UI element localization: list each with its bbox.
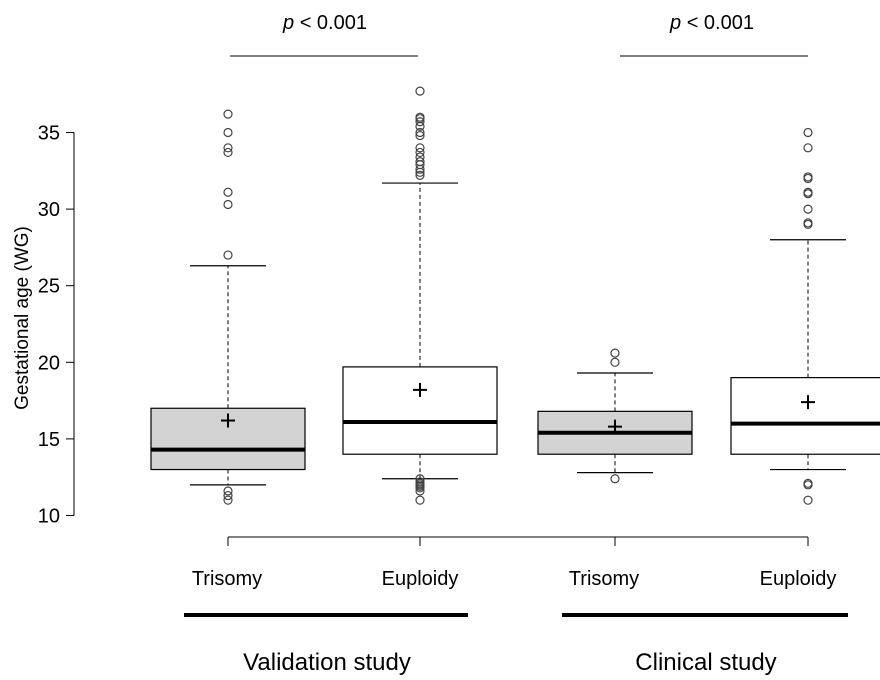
outlier-point-3-2 [610, 357, 620, 367]
outlier-point-2-17 [415, 130, 425, 141]
outlier-point-2-16 [415, 143, 425, 153]
y-axis-label: Gestational age (WG) [12, 226, 33, 410]
outlier-point-2-15 [415, 147, 425, 158]
category-label-euploidy-clinical: Euploidy [760, 568, 837, 590]
mean-marker-1 [221, 413, 235, 428]
y-tick-label-35: 35 [38, 123, 60, 145]
study-label-validation: Validation study [243, 649, 411, 676]
outlier-point-2-9 [415, 170, 425, 180]
outlier-point-2-1 [415, 495, 425, 505]
outlier-point-4-6 [803, 204, 813, 214]
mean-marker-3 [608, 419, 622, 434]
y-tick-label-10: 10 [38, 506, 60, 528]
outlier-point-1-7 [223, 147, 233, 158]
outlier-point-1-1 [223, 495, 233, 505]
pvalue-validation: p < 0.001 [282, 12, 367, 34]
pvalue-clinical: p < 0.001 [669, 12, 754, 34]
outlier-point-4-3 [803, 478, 813, 488]
study-label-clinical: Clinical study [635, 649, 776, 676]
outlier-point-2-18 [415, 127, 425, 138]
box-group-1 [150, 109, 306, 505]
outlier-point-4-5 [803, 218, 813, 228]
box-group-4 [730, 127, 880, 505]
category-label-trisomy-clinical: Trisomy [569, 568, 639, 590]
outlier-point-1-8 [223, 143, 233, 153]
outlier-point-4-8 [803, 187, 813, 197]
outlier-point-4-11 [803, 143, 813, 153]
outlier-point-2-23 [415, 86, 425, 96]
outlier-point-2-8 [415, 474, 425, 484]
mean-marker-2 [413, 382, 427, 397]
outlier-point-1-5 [223, 199, 233, 210]
outlier-point-2-22 [415, 112, 425, 122]
category-label-trisomy-validation: Trisomy [192, 568, 262, 590]
pvalue-clinical-rest: < 0.001 [681, 12, 754, 34]
outlier-point-1-2 [223, 490, 233, 501]
box-4 [730, 377, 880, 455]
box-group-3 [537, 348, 693, 484]
outlier-point-1-4 [223, 250, 233, 260]
category-label-euploidy-validation: Euploidy [382, 568, 459, 590]
y-tick-label-25: 25 [38, 276, 60, 298]
y-tick-label-15: 15 [38, 429, 60, 451]
box-series [150, 86, 880, 505]
outlier-point-1-3 [223, 486, 233, 496]
outlier-point-3-3 [610, 348, 620, 358]
outlier-point-3-1 [610, 474, 620, 484]
outlier-point-2-14 [415, 152, 425, 162]
y-tick-label-20: 20 [38, 352, 60, 374]
outlier-point-1-6 [223, 187, 233, 197]
box-2 [342, 366, 498, 455]
mean-marker-4 [801, 395, 815, 410]
outlier-point-2-13 [415, 157, 425, 167]
outlier-point-1-9 [223, 127, 233, 138]
pvalue-validation-rest: < 0.001 [294, 12, 367, 34]
pvalue-clinical-p: p [669, 12, 681, 34]
outlier-point-4-12 [803, 127, 813, 138]
outlier-point-2-7 [415, 477, 425, 487]
y-axis: 10 15 20 25 30 35 [38, 123, 75, 528]
pvalue-validation-p: p [282, 12, 294, 34]
outlier-point-4-1 [803, 495, 813, 505]
outlier-point-4-10 [803, 172, 813, 182]
outlier-point-2-20 [415, 117, 425, 127]
box-group-2 [342, 86, 498, 505]
y-tick-label-30: 30 [38, 199, 60, 221]
outlier-point-1-10 [223, 109, 233, 119]
x-axis [227, 536, 809, 546]
